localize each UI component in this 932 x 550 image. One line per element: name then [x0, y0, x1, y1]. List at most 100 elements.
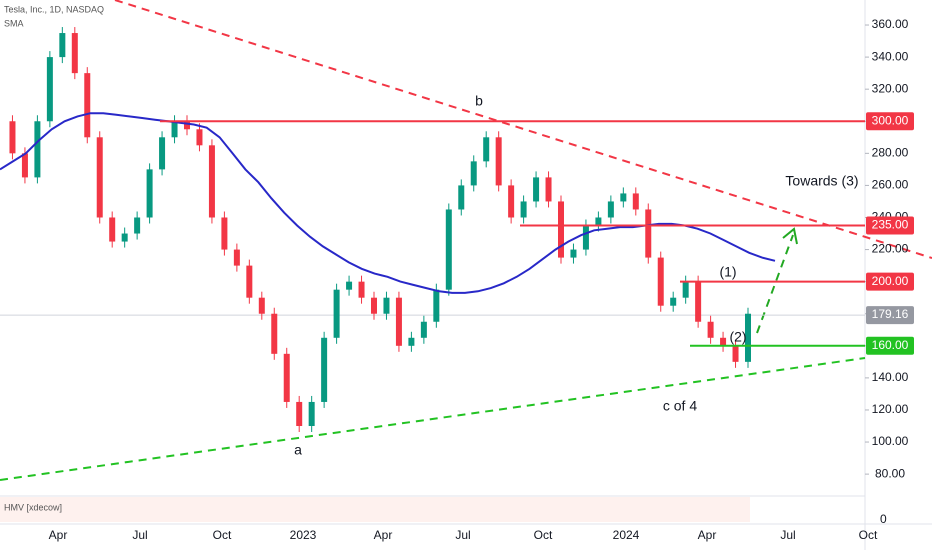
- x-tick-label: Apr: [49, 528, 68, 542]
- candle: [620, 193, 627, 202]
- candle: [208, 145, 215, 218]
- candle: [558, 201, 564, 258]
- y-tick-label: 140.00: [872, 370, 909, 384]
- candle: [159, 137, 166, 170]
- last-price-label: 179.16: [872, 307, 909, 321]
- candle: [171, 121, 178, 138]
- candle: [607, 201, 614, 218]
- y-tick-label: 100.00: [872, 434, 909, 448]
- price-tag-label: 235.00: [872, 218, 909, 232]
- y-tick-label: 340.00: [872, 49, 909, 63]
- price-tag-label: 300.00: [872, 113, 909, 127]
- candle: [233, 249, 240, 266]
- candle: [96, 137, 103, 218]
- candle: [595, 217, 602, 226]
- candle: [458, 185, 465, 210]
- price-tag: [866, 216, 914, 235]
- price-tag: [866, 272, 914, 291]
- candle: [582, 225, 589, 250]
- candle: [520, 201, 527, 218]
- candle: [682, 281, 689, 298]
- candle: [308, 401, 315, 427]
- candle: [321, 337, 328, 402]
- candle: [445, 209, 452, 290]
- candle: [495, 137, 502, 186]
- candle: [720, 337, 727, 346]
- candle: [707, 321, 714, 338]
- candle: [470, 161, 477, 186]
- candle: [358, 281, 365, 298]
- x-tick-label: Oct: [859, 528, 878, 542]
- candle: [371, 297, 377, 314]
- candle: [483, 137, 490, 162]
- x-tick-label: Oct: [213, 528, 232, 542]
- y-tick-label: 220.00: [872, 242, 909, 256]
- candle: [732, 345, 739, 362]
- candle: [433, 289, 440, 322]
- price-tag-label: 200.00: [872, 274, 909, 288]
- candle: [109, 217, 116, 242]
- candle: [545, 177, 552, 202]
- x-tick-label: 2024: [613, 528, 640, 542]
- annotation: b: [475, 93, 483, 109]
- annotation: c of 4: [663, 398, 697, 414]
- arrow-head: [782, 227, 798, 245]
- price-tag: [866, 112, 914, 131]
- candle: [420, 321, 427, 338]
- y-tick-label: 280.00: [872, 146, 909, 160]
- candle: [296, 401, 303, 427]
- resistance-trendline: [114, 0, 932, 259]
- candle: [184, 121, 190, 130]
- volume-tick-label: 0: [880, 512, 887, 526]
- annotation: a: [294, 442, 302, 458]
- candle: [745, 313, 751, 362]
- chart-title: Tesla, Inc., 1D, NASDAQ: [4, 4, 104, 14]
- candle: [657, 257, 664, 306]
- candle: [46, 57, 53, 122]
- volume-band: [0, 497, 750, 522]
- candle: [221, 217, 228, 250]
- x-tick-label: Jul: [132, 528, 147, 542]
- price-tag: [866, 336, 914, 355]
- x-tick-label: Apr: [698, 528, 717, 542]
- y-tick-label: 260.00: [872, 178, 909, 192]
- x-tick-label: Oct: [534, 528, 553, 542]
- indicator-label: SMA: [4, 18, 24, 28]
- support-trendline: [0, 357, 866, 481]
- y-tick-label: 360.00: [872, 17, 909, 31]
- candle: [271, 313, 278, 354]
- candle: [246, 265, 253, 298]
- candle: [645, 209, 652, 258]
- candle: [408, 337, 415, 346]
- candle: [146, 169, 153, 218]
- candle: [395, 297, 402, 346]
- price-tag-label: 160.00: [872, 338, 909, 352]
- candle: [670, 297, 677, 306]
- candle: [9, 121, 16, 154]
- candle: [34, 121, 41, 178]
- annotation: (2): [729, 329, 746, 345]
- y-tick-label: 120.00: [872, 402, 909, 416]
- candle: [632, 193, 639, 210]
- candle: [570, 249, 577, 258]
- candle: [383, 297, 390, 314]
- candle: [508, 185, 515, 218]
- candle: [134, 217, 141, 234]
- candle: [533, 177, 540, 202]
- y-tick-label: 320.00: [872, 81, 909, 95]
- candle: [59, 33, 66, 58]
- x-tick-label: Jul: [455, 528, 470, 542]
- candle: [346, 281, 353, 290]
- candle: [695, 281, 702, 322]
- candle: [283, 353, 290, 402]
- candle: [196, 129, 203, 146]
- candle: [121, 233, 128, 242]
- y-tick-label: 80.00: [875, 466, 905, 480]
- candle: [71, 33, 78, 74]
- candle: [21, 153, 28, 178]
- x-tick-label: Apr: [374, 528, 393, 542]
- candle: [333, 289, 340, 338]
- candle: [258, 297, 265, 314]
